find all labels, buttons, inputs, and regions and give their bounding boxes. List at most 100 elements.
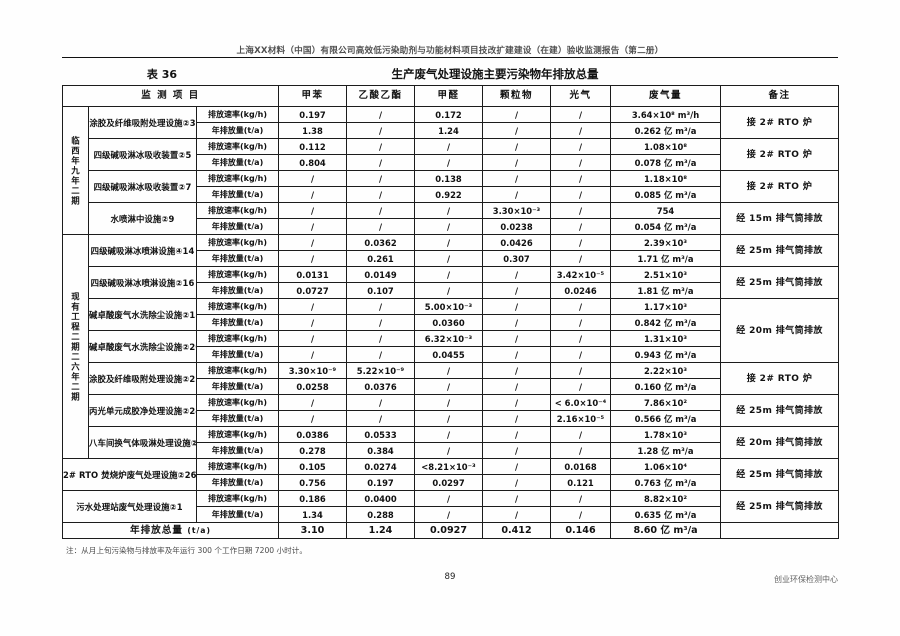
td-gas-volume: 0.054 亿 m³/a (610, 218, 721, 235)
th-toluene: 甲苯 (278, 85, 347, 107)
td-phosgene: 0.121 (550, 474, 611, 491)
td-phosgene: / (550, 426, 611, 443)
td-toluene: 0.278 (278, 442, 347, 459)
th-monitor-item: 监 测 项 目 (62, 85, 279, 107)
td-toluene: 0.0386 (278, 426, 347, 443)
td-toluene: / (278, 202, 347, 219)
metric-annual-label: 年排放量(t/a) (196, 474, 279, 491)
td-ethyl-acetate: / (346, 314, 415, 331)
td-ethyl-acetate: / (346, 170, 415, 187)
table-row: 临西年九年二期 涂胶及纤维吸附处理设施②3 排放速率(kg/h) 0.197/0.17… (62, 106, 839, 235)
td-toluene: 0.105 (278, 458, 347, 475)
metric-annual-label: 年排放量(t/a) (196, 250, 279, 267)
td-ethyl-acetate: 0.0400 (346, 490, 415, 507)
td-gas-volume: 1.17×10³ (610, 298, 721, 315)
metric-rate-label: 排放速率(kg/h) (196, 266, 279, 283)
td-particulate: / (482, 474, 551, 491)
table-row: 年排放量(t/a) //0.922//0.085 亿 m³/a (63, 186, 839, 203)
td-particulate: / (482, 378, 551, 395)
td-ethyl-acetate: / (346, 298, 415, 315)
td-particulate: 0.0238 (482, 218, 551, 235)
td-gas-volume: 1.18×10⁸ (610, 170, 721, 187)
td-particulate: / (482, 138, 551, 155)
td-toluene: / (278, 410, 347, 427)
td-phosgene: / (550, 218, 611, 235)
td-particulate: / (482, 186, 551, 203)
remark-cell: 经 25m 排气筒排放 (720, 266, 839, 299)
remark-cell: 经 25m 排气筒排放 (720, 234, 839, 267)
td-formaldehyde: / (414, 266, 483, 283)
metric-rate-label: 排放速率(kg/h) (196, 394, 279, 411)
total-row: 年排放总量 (t/a) 3.10 1.24 0.0927 0.412 0.146 8.60 … (62, 522, 839, 539)
facility-name: 涂胶及纤维吸附处理设施②3 (88, 106, 197, 139)
metric-annual-label: 年排放量(t/a) (196, 346, 279, 363)
td-particulate: / (482, 394, 551, 411)
td-gas-volume: 1.78×10³ (610, 426, 721, 443)
remark-cell: 接 2# RTO 炉 (720, 138, 839, 171)
td-ethyl-acetate: 0.0274 (346, 458, 415, 475)
table-row: 2# RTO 焚烧炉废气处理设施②26 排放速率(kg/h) 0.105 0.0274… (62, 458, 839, 491)
td-ethyl-acetate: / (346, 330, 415, 347)
td-particulate: / (482, 282, 551, 299)
table-row: 丙光单元成胶净处理设施②24 排放速率(kg/h) / / / / < 6.0×10⁻⁴ 7.… (63, 394, 839, 427)
td-gas-volume: 1.06×10⁴ (610, 458, 721, 475)
td-ethyl-acetate: / (346, 218, 415, 235)
running-header: 上海XX材料（中国）有限公司高效低污染助剂与功能材料项目技改扩建建设（在建）验收… (236, 46, 664, 56)
td-particulate: / (482, 314, 551, 331)
td-toluene: / (278, 330, 347, 347)
td-phosgene: / (550, 154, 611, 171)
remark-cell: 经 20m 排气筒排放 (720, 298, 839, 363)
metric-rate-label: 排放速率(kg/h) (196, 202, 279, 219)
td-gas-volume: 2.22×10³ (610, 362, 721, 379)
td-toluene: 0.0131 (278, 266, 347, 283)
table-row: 污水处理站废气处理设施②1 排放速率(kg/h) 0.186 0.0400///8.8… (62, 490, 839, 523)
td-gas-volume: 2.39×10³ (610, 234, 721, 251)
td-formaldehyde: / (414, 218, 483, 235)
th-ethyl-acetate: 乙酸乙酯 (346, 85, 415, 107)
emissions-table: 监 测 项 目 甲苯 乙酸乙酯 甲醛 颗粒物 光气 废气量 备注 临西年九年二期… (62, 85, 839, 539)
td-toluene: / (278, 234, 347, 251)
table-row: 碱卓酸废气水洗除尘设施②18 排放速率(kg/h) //5.00×10⁻³ //1.1… (63, 298, 839, 363)
remark-cell: 经 25m 排气筒排放 (720, 490, 839, 523)
td-toluene: 0.804 (278, 154, 347, 171)
td-gas-volume: 1.08×10⁸ (610, 138, 721, 155)
td-particulate: / (482, 266, 551, 283)
td-ethyl-acetate: 0.0149 (346, 266, 415, 283)
table-body: 临西年九年二期 涂胶及纤维吸附处理设施②3 排放速率(kg/h) 0.197/0.17… (62, 106, 839, 539)
total-toluene: 3.10 (278, 522, 347, 539)
td-formaldehyde: / (414, 378, 483, 395)
td-ethyl-acetate: 0.0533 (346, 426, 415, 443)
td-formaldehyde: 1.24 (414, 122, 483, 139)
facility-name: 丙光单元成胶净处理设施②24 (88, 394, 197, 427)
total-phosgene: 0.146 (550, 522, 611, 539)
total-gas-volume: 8.60 亿 m³/a (610, 522, 721, 539)
td-particulate: 3.30×10⁻³ (482, 202, 551, 219)
td-ethyl-acetate: 0.288 (346, 506, 415, 523)
td-phosgene: / (550, 122, 611, 139)
td-formaldehyde: / (414, 202, 483, 219)
table-row: 四级碱吸淋冰吸收装置②5 排放速率(kg/h) 0.112// //1.08×10⁸ 接… (63, 138, 839, 171)
table-row: 年排放量(t/a) / / //2.16×10⁻⁵ 0.566 亿 m³/a (63, 410, 839, 427)
td-phosgene: / (550, 250, 611, 267)
td-phosgene: / (550, 346, 611, 363)
table-footnote: 注：从月上旬污染物与排放率及年运行 300 个工作日期 7200 小时计。 (66, 546, 307, 555)
td-formaldehyde: / (414, 250, 483, 267)
total-formaldehyde: 0.0927 (414, 522, 483, 539)
table-caption: 表 36 生产废气处理设施主要污染物年排放总量 (62, 63, 838, 84)
td-particulate: / (482, 426, 551, 443)
td-gas-volume: 1.71 亿 m³/a (610, 250, 721, 267)
remark-cell: 经 20m 排气筒排放 (720, 426, 839, 459)
td-gas-volume: 0.763 亿 m³/a (610, 474, 721, 491)
th-remark: 备注 (720, 85, 839, 107)
td-phosgene: / (550, 106, 611, 123)
td-toluene: 1.34 (278, 506, 347, 523)
header-rule (62, 57, 838, 58)
metric-rate-label: 排放速率(kg/h) (196, 458, 279, 475)
metric-rate-label: 排放速率(kg/h) (196, 426, 279, 443)
td-phosgene: 2.16×10⁻⁵ (550, 410, 611, 427)
td-phosgene: / (550, 490, 611, 507)
td-gas-volume: 7.86×10² (610, 394, 721, 411)
td-gas-volume: 754 (610, 202, 721, 219)
remark-cell: 经 15m 排气筒排放 (720, 202, 839, 235)
footer-organization: 创业环保检测中心 (774, 575, 838, 584)
